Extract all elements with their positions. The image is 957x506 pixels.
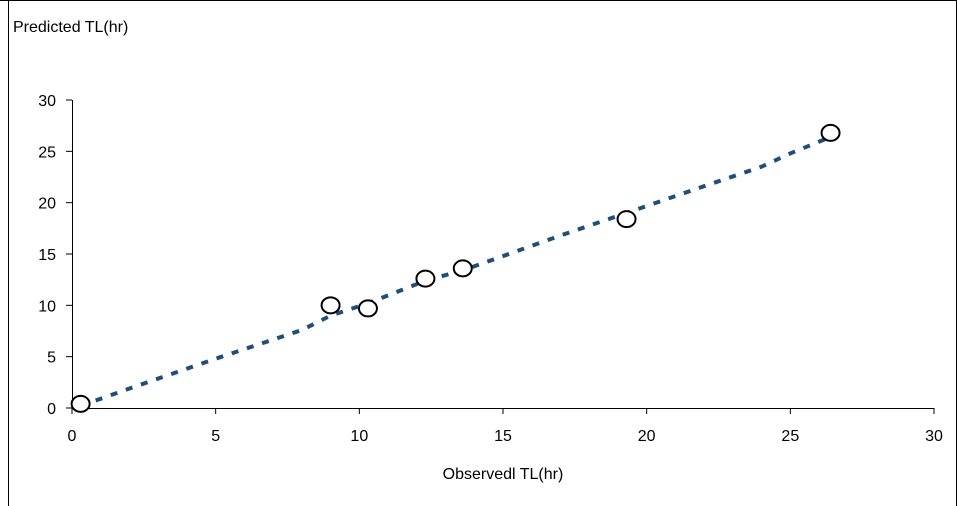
y-ticks: 0 5 10 15 20 25 30	[38, 93, 72, 418]
x-ticks: 0 5 10 15 20 25 30	[68, 408, 943, 445]
y-tick-label: 20	[38, 196, 56, 213]
y-tick-label: 30	[38, 93, 56, 110]
x-tick-label: 20	[638, 428, 656, 445]
x-tick-label: 0	[68, 428, 77, 445]
x-tick-label: 25	[781, 428, 799, 445]
x-tick-label: 15	[494, 428, 512, 445]
data-point	[320, 296, 341, 315]
data-point	[616, 210, 637, 229]
data-point	[415, 269, 436, 288]
data-point	[452, 259, 473, 278]
y-tick-label: 15	[38, 247, 56, 264]
x-tick-label: 30	[925, 428, 943, 445]
y-tick-label: 5	[47, 350, 56, 367]
y-tick-label: 10	[38, 298, 56, 315]
y-tick-label: 0	[47, 401, 56, 418]
data-point	[357, 299, 378, 318]
data-point	[70, 394, 91, 413]
y-tick-label: 25	[38, 144, 56, 161]
y-axis-title: Predicted TL(hr)	[13, 19, 128, 36]
point-layer	[70, 123, 841, 413]
data-point	[820, 123, 841, 142]
x-axis-title: Observedl TL(hr)	[443, 466, 564, 483]
x-tick-label: 10	[350, 428, 368, 445]
x-tick-label: 5	[211, 428, 220, 445]
